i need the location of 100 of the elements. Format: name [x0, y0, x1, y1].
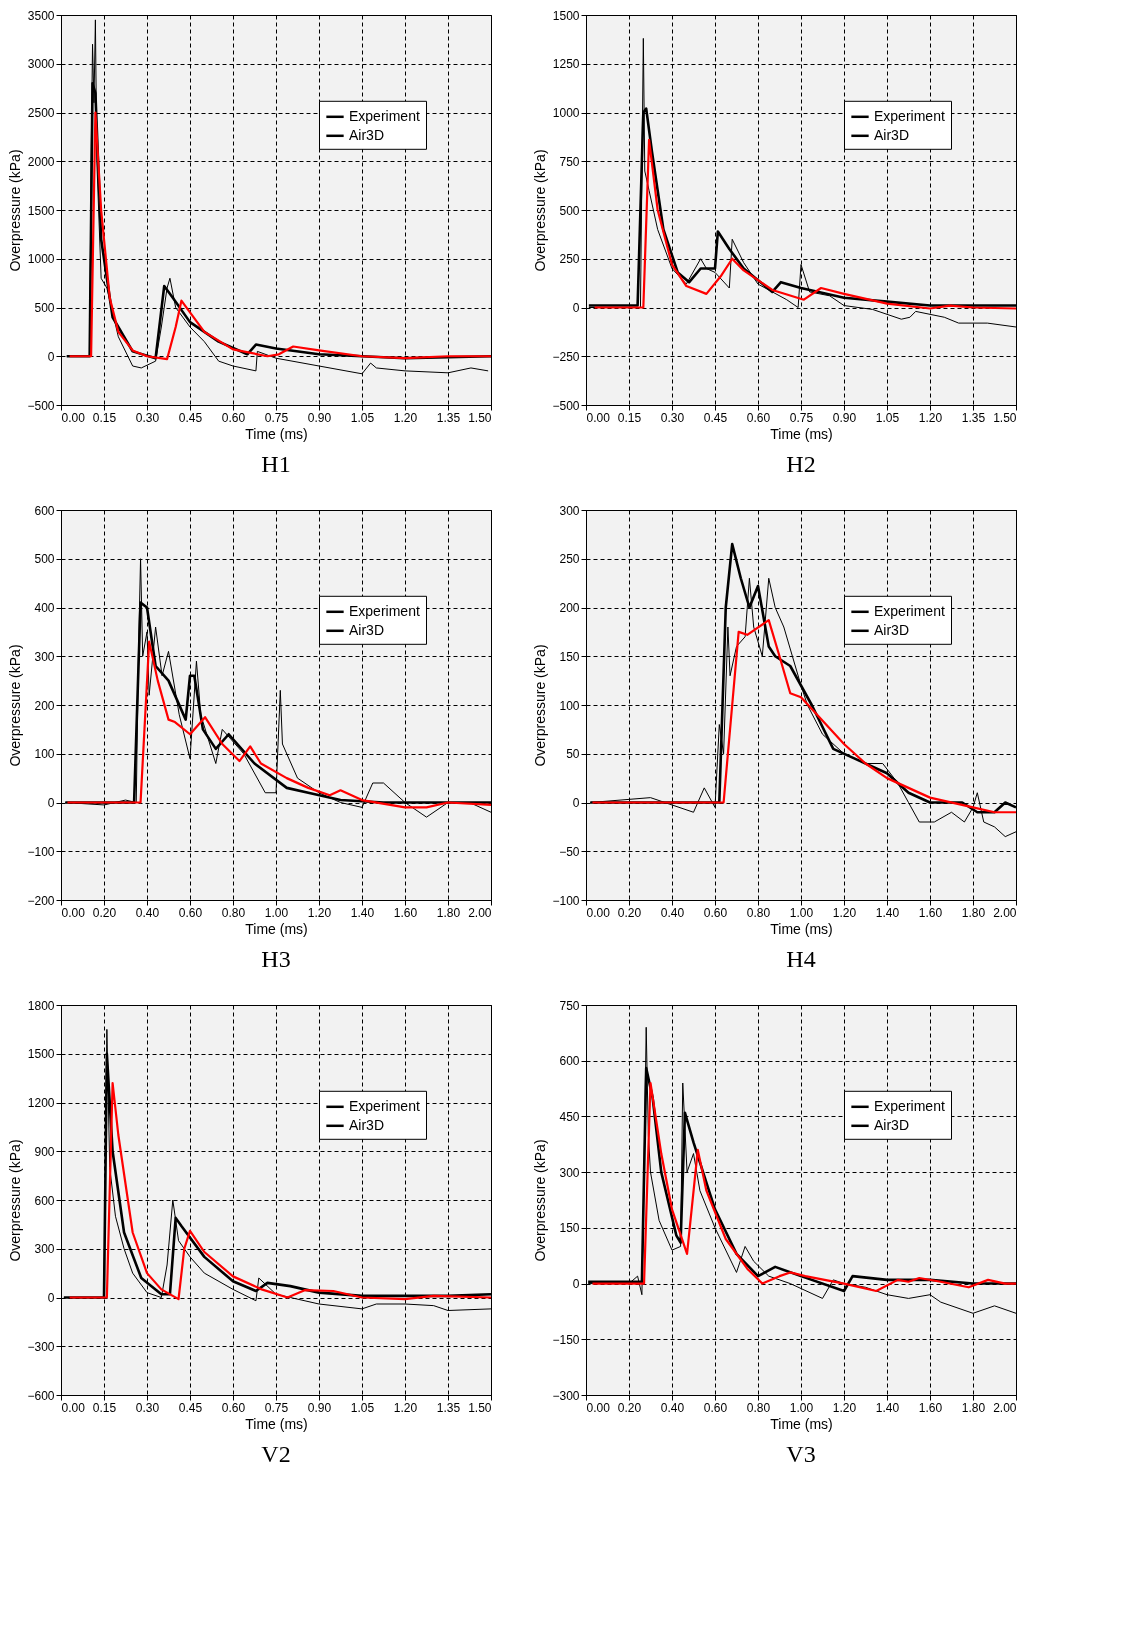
y-tick-label: 1800 — [27, 998, 55, 1013]
y-tick-label: 0 — [572, 796, 580, 810]
y-tick-label: 0 — [572, 301, 580, 315]
y-tick-label: 300 — [559, 1165, 580, 1180]
y-tick-label: −50 — [559, 844, 580, 859]
x-tick-label: 1.35 — [436, 1400, 461, 1415]
legend-label: Air3D — [349, 1116, 385, 1133]
x-tick-label: 0.45 — [703, 410, 728, 425]
x-tick-label: 0.80 — [746, 1400, 771, 1415]
legend-label: Experiment — [349, 1097, 420, 1114]
y-tick-label: 900 — [34, 1144, 55, 1159]
y-tick-label: 400 — [34, 601, 55, 615]
text: H4 — [786, 946, 816, 972]
x-axis-title: Time (ms) — [245, 425, 308, 442]
y-tick-label: 450 — [559, 1109, 580, 1124]
x-tick-label: 1.20 — [393, 410, 418, 425]
x-axis-title: Time (ms) — [770, 425, 833, 442]
x-tick-label: 2.00 — [993, 905, 1017, 920]
y-tick-label: 200 — [34, 698, 55, 713]
x-tick-label: 0.30 — [135, 410, 160, 425]
y-tick-label: −250 — [552, 349, 580, 364]
y-tick-label: 3500 — [27, 8, 55, 23]
x-tick-label: 0.00 — [61, 905, 86, 920]
y-axis-title: Overpressure (kPa) — [7, 149, 24, 272]
x-axis-title: Time (ms) — [245, 1415, 308, 1432]
x-tick-label: 0.40 — [660, 905, 685, 920]
x-axis-title: Time (ms) — [770, 1415, 833, 1432]
x-tick-label: 2.00 — [993, 1400, 1017, 1415]
y-tick-label: 300 — [34, 1242, 55, 1257]
legend-label: Air3D — [874, 621, 910, 638]
x-tick-label: 1.40 — [875, 1400, 900, 1415]
x-tick-label: 1.50 — [993, 410, 1017, 425]
x-tick-label: 0.60 — [178, 905, 203, 920]
x-tick-label: 1.20 — [393, 1400, 418, 1415]
x-tick-label: 0.00 — [586, 1400, 611, 1415]
x-tick-label: 0.20 — [617, 1400, 642, 1415]
y-tick-label: 1200 — [27, 1096, 55, 1110]
y-axis-title: Overpressure (kPa) — [7, 1139, 24, 1262]
y-tick-label: 1000 — [552, 106, 580, 120]
legend-label: Air3D — [874, 1116, 910, 1133]
x-tick-label: 0.40 — [135, 905, 160, 920]
x-tick-label: 0.75 — [789, 410, 814, 425]
y-tick-label: 0 — [47, 1291, 55, 1305]
x-tick-label: 1.20 — [307, 905, 332, 920]
y-tick-label: 750 — [559, 998, 580, 1013]
x-tick-label: 0.90 — [832, 410, 857, 425]
legend-label: Air3D — [874, 126, 910, 143]
x-tick-label: 1.80 — [961, 905, 986, 920]
x-tick-label: 0.00 — [61, 410, 86, 425]
x-tick-label: 1.00 — [264, 905, 289, 920]
x-tick-label: 0.90 — [307, 1400, 332, 1415]
x-tick-label: 1.20 — [918, 410, 943, 425]
text: H3 — [261, 946, 291, 972]
y-tick-label: −150 — [552, 1332, 580, 1347]
y-tick-label: 50 — [566, 747, 580, 762]
y-tick-label: 750 — [559, 154, 580, 169]
y-tick-label: −600 — [27, 1388, 55, 1403]
legend-label: Air3D — [349, 621, 385, 638]
x-tick-label: 2.00 — [468, 905, 492, 920]
y-tick-label: −500 — [27, 398, 55, 413]
y-tick-label: 1500 — [27, 203, 55, 218]
x-tick-label: 1.60 — [393, 905, 418, 920]
y-tick-label: 600 — [34, 503, 55, 518]
y-tick-label: 600 — [559, 1054, 580, 1069]
y-tick-label: 0 — [572, 1277, 580, 1292]
legend-label: Experiment — [874, 1097, 945, 1114]
y-tick-label: −300 — [27, 1339, 55, 1354]
y-tick-label: 1500 — [27, 1047, 55, 1062]
x-tick-label: 1.40 — [875, 905, 900, 920]
y-tick-label: 100 — [559, 698, 580, 713]
x-axis-title: Time (ms) — [770, 920, 833, 937]
x-tick-label: 1.05 — [350, 1400, 375, 1415]
x-tick-label: 0.60 — [221, 1400, 246, 1415]
x-tick-label: 0.00 — [586, 905, 611, 920]
x-tick-label: 1.05 — [350, 410, 375, 425]
y-tick-label: 300 — [34, 649, 55, 664]
y-tick-label: 1000 — [27, 252, 55, 267]
y-tick-label: −100 — [27, 844, 55, 859]
x-tick-label: 0.30 — [660, 410, 685, 425]
x-tick-label: 0.30 — [135, 1400, 160, 1415]
x-tick-label: 0.20 — [617, 905, 642, 920]
x-tick-label: 0.80 — [746, 905, 771, 920]
y-axis-title: Overpressure (kPa) — [532, 644, 549, 767]
y-tick-label: 500 — [34, 552, 55, 567]
y-tick-label: 250 — [559, 252, 580, 267]
x-tick-label: 0.45 — [178, 410, 203, 425]
text: V2 — [261, 1441, 291, 1467]
x-tick-label: 0.45 — [178, 1400, 203, 1415]
x-tick-label: 1.20 — [832, 905, 857, 920]
y-tick-label: −200 — [27, 893, 55, 908]
x-tick-label: 0.15 — [92, 410, 117, 425]
y-tick-label: 300 — [559, 503, 580, 518]
x-tick-label: 1.80 — [961, 1400, 986, 1415]
legend-label: Experiment — [349, 602, 420, 619]
y-axis-title: Overpressure (kPa) — [532, 1139, 549, 1262]
y-tick-label: 0 — [47, 796, 55, 810]
y-tick-label: −500 — [552, 398, 580, 413]
x-tick-label: 0.00 — [61, 1400, 86, 1415]
y-tick-label: 100 — [34, 747, 55, 762]
x-tick-label: 0.75 — [264, 1400, 289, 1415]
